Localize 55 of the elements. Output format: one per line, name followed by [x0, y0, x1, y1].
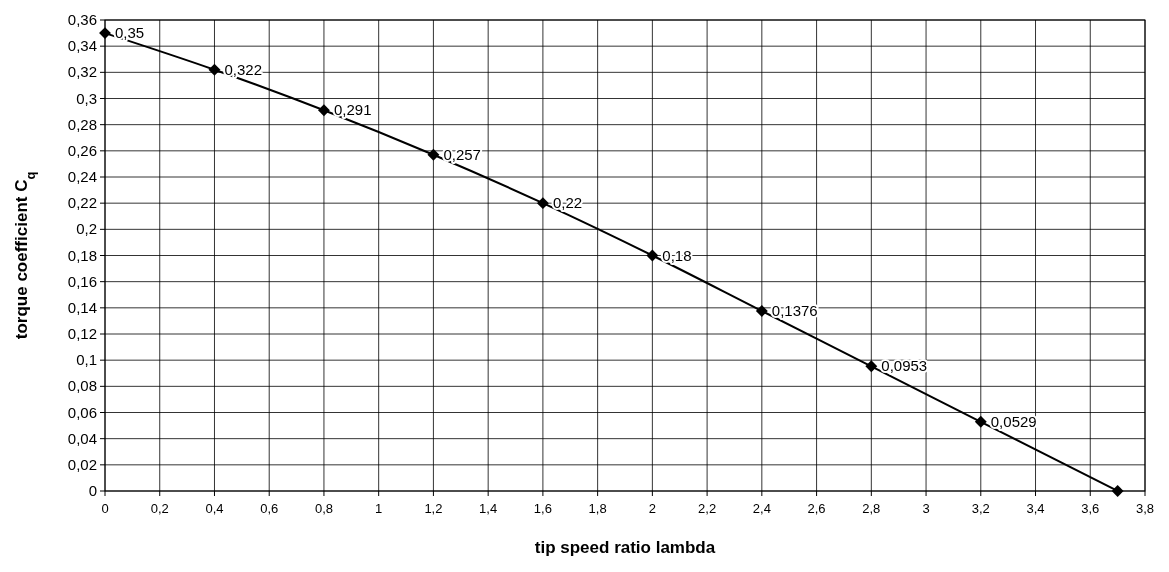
- y-tick-label: 0,12: [67, 325, 97, 342]
- data-label: 0,22: [552, 194, 583, 212]
- x-tick-label: 3,8: [1135, 501, 1155, 516]
- y-tick-label: 0,32: [67, 63, 97, 81]
- y-tick-label: 0,18: [67, 246, 97, 264]
- x-tick-label: 0,2: [150, 501, 169, 516]
- point: [1111, 485, 1124, 497]
- y-tick-label: 0,36: [67, 11, 97, 28]
- x-tick-label: 0,8: [314, 501, 333, 516]
- point: [208, 63, 221, 76]
- data-label: 0,291: [333, 101, 372, 119]
- y-tick-label: 0: [88, 482, 97, 499]
- x-axis-title: tip speed ratio lambda: [534, 538, 716, 557]
- point: [99, 27, 111, 40]
- y-tick-label: 0,16: [67, 272, 97, 290]
- data-label: 0,35: [115, 24, 145, 42]
- y-tick-label: 0,02: [67, 455, 97, 473]
- x-tick-label: 2,6: [807, 501, 826, 516]
- x-tick-label: 0,6: [260, 501, 279, 516]
- x-tick-label: 3,6: [1081, 501, 1100, 516]
- x-tick-label: 1,8: [588, 501, 607, 516]
- y-tick-label: 0,08: [67, 377, 97, 395]
- y-tick-label: 0,06: [67, 403, 97, 421]
- y-tick-label: 0,28: [67, 115, 97, 133]
- y-tick-label: 0,3: [76, 89, 97, 107]
- point: [536, 197, 549, 210]
- y-tick-label: 0,04: [67, 429, 97, 447]
- x-tick-label: 2,2: [698, 501, 717, 516]
- x-tick-label: 3: [922, 501, 930, 516]
- y-tick-label: 0,34: [67, 37, 97, 55]
- y-tick-label: 0,1: [76, 351, 97, 369]
- point: [427, 148, 440, 161]
- x-tick-label: 1,6: [533, 501, 552, 516]
- x-tick-label: 3,2: [971, 501, 990, 516]
- x-tick-label: 2: [648, 501, 656, 516]
- x-tick-label: 0: [101, 501, 109, 516]
- y-tick-label: 0,22: [67, 194, 97, 212]
- x-tick-label: 1,2: [424, 501, 443, 516]
- point: [974, 415, 987, 428]
- data-label: 0,0953: [881, 357, 928, 375]
- x-tick-label: 0,4: [205, 501, 224, 516]
- x-tick-label: 1: [375, 501, 383, 516]
- y-tick-label: 0,2: [76, 220, 97, 238]
- point: [755, 305, 768, 317]
- data-label: 0,257: [443, 145, 481, 163]
- point: [646, 249, 659, 262]
- y-tick-label: 0,24: [67, 168, 97, 185]
- point: [865, 360, 878, 373]
- x-tick-label: 2,4: [752, 501, 771, 516]
- x-tick-label: 2,8: [862, 501, 881, 516]
- y-tick-label: 0,26: [67, 141, 97, 159]
- x-tick-label: 1,4: [479, 501, 498, 516]
- x-tick-label: 3,4: [1026, 501, 1045, 516]
- y-tick-label: 0,14: [67, 298, 97, 316]
- point: [318, 104, 330, 117]
